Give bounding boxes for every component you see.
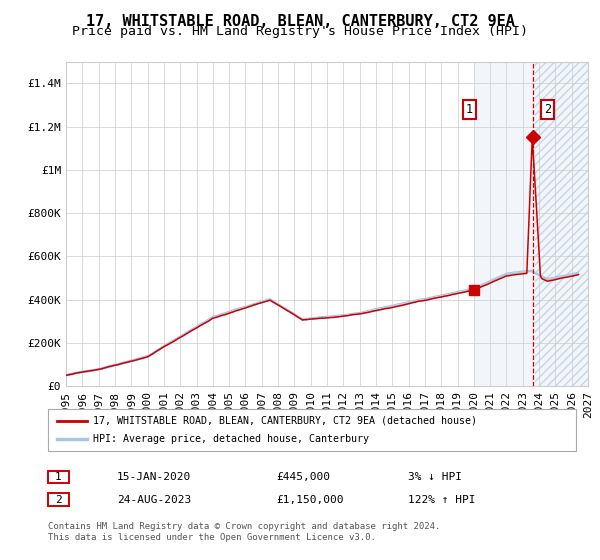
- Bar: [535, 62, 588, 386]
- Text: Contains HM Land Registry data © Crown copyright and database right 2024.: Contains HM Land Registry data © Crown c…: [48, 522, 440, 531]
- Text: Price paid vs. HM Land Registry's House Price Index (HPI): Price paid vs. HM Land Registry's House …: [72, 25, 528, 38]
- Text: 15-JAN-2020: 15-JAN-2020: [117, 472, 191, 482]
- Bar: [475, 62, 535, 386]
- Text: 24-AUG-2023: 24-AUG-2023: [117, 494, 191, 505]
- Bar: [535, 62, 588, 386]
- Text: 1: 1: [55, 472, 62, 482]
- Text: 17, WHITSTABLE ROAD, BLEAN, CANTERBURY, CT2 9EA: 17, WHITSTABLE ROAD, BLEAN, CANTERBURY, …: [86, 14, 514, 29]
- Text: 2: 2: [544, 102, 551, 116]
- Text: £445,000: £445,000: [276, 472, 330, 482]
- Text: £1,150,000: £1,150,000: [276, 494, 343, 505]
- Text: 1: 1: [466, 102, 473, 116]
- Text: This data is licensed under the Open Government Licence v3.0.: This data is licensed under the Open Gov…: [48, 533, 376, 542]
- Text: 3% ↓ HPI: 3% ↓ HPI: [408, 472, 462, 482]
- Text: 2: 2: [55, 494, 62, 505]
- Text: HPI: Average price, detached house, Canterbury: HPI: Average price, detached house, Cant…: [93, 434, 369, 444]
- Text: 122% ↑ HPI: 122% ↑ HPI: [408, 494, 475, 505]
- Text: 17, WHITSTABLE ROAD, BLEAN, CANTERBURY, CT2 9EA (detached house): 17, WHITSTABLE ROAD, BLEAN, CANTERBURY, …: [93, 416, 477, 426]
